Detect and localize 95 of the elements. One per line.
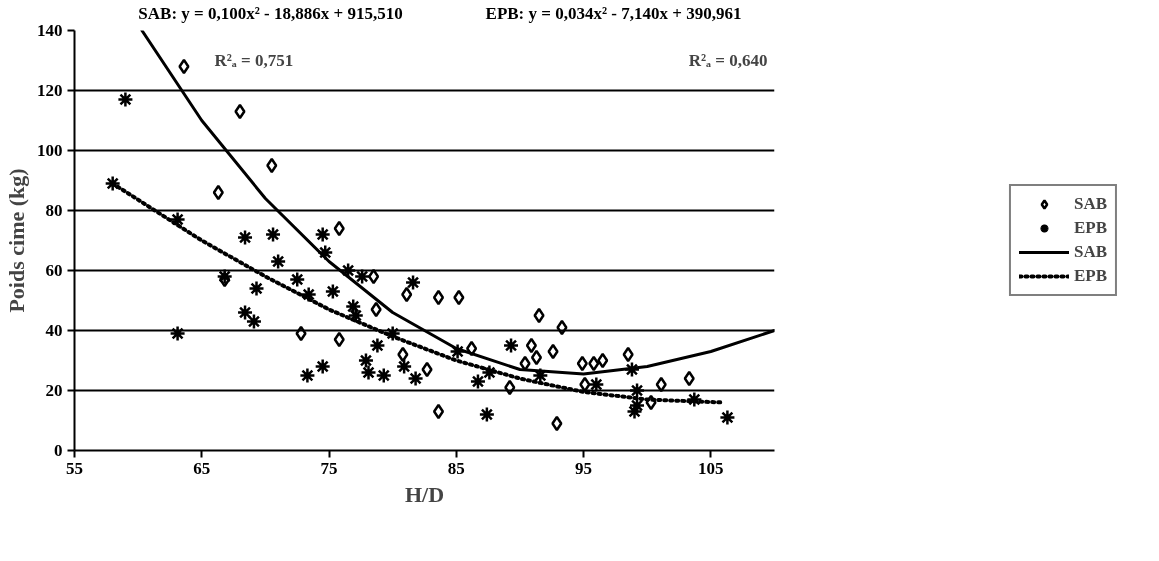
point — [421, 361, 433, 378]
point — [576, 355, 588, 372]
legend-label: EPB — [1073, 218, 1108, 238]
point — [588, 376, 605, 393]
point — [478, 406, 496, 423]
point — [314, 226, 331, 243]
point — [453, 289, 465, 306]
point — [525, 337, 537, 354]
x-tick-label: 75 — [320, 458, 338, 478]
point — [623, 361, 641, 378]
y-tick-label: 80 — [45, 201, 63, 220]
point — [369, 337, 386, 354]
point — [269, 253, 287, 270]
point — [395, 358, 413, 375]
point — [347, 307, 365, 324]
legend-label: SAB — [1073, 194, 1108, 214]
x-tick-label: 55 — [66, 458, 83, 478]
point — [466, 340, 478, 357]
x-tick-label: 105 — [698, 458, 724, 478]
y-tick-label: 140 — [37, 21, 63, 40]
point — [551, 415, 563, 432]
y-tick-label: 40 — [45, 321, 63, 340]
y-tick-label: 60 — [45, 261, 63, 280]
point — [628, 382, 646, 399]
point — [719, 409, 736, 426]
point — [234, 103, 246, 120]
point — [299, 367, 316, 384]
point — [622, 346, 634, 363]
point — [353, 268, 371, 285]
point — [264, 226, 282, 243]
point — [407, 370, 424, 387]
x-tick-label: 85 — [447, 458, 465, 478]
point — [588, 355, 600, 372]
point — [530, 349, 543, 366]
point — [266, 157, 278, 174]
x-axis-title: H/D — [404, 481, 445, 507]
point — [432, 403, 445, 420]
point — [288, 271, 306, 288]
point — [532, 367, 549, 384]
y-tick-label: 100 — [37, 141, 63, 160]
point — [370, 301, 382, 318]
point — [324, 283, 342, 300]
annotation: R²ₐ = 0,640 — [688, 51, 768, 70]
point — [686, 391, 703, 408]
point — [236, 229, 254, 246]
point — [655, 376, 667, 393]
point — [104, 175, 121, 192]
point — [300, 286, 317, 303]
point — [397, 346, 409, 363]
point — [683, 370, 695, 387]
point — [357, 352, 375, 369]
point — [401, 286, 413, 303]
point — [314, 358, 331, 375]
point — [316, 244, 334, 261]
point — [212, 184, 224, 201]
point — [556, 319, 568, 336]
point — [248, 280, 265, 297]
annotation: R²ₐ = 0,751 — [214, 51, 294, 70]
point — [169, 325, 186, 342]
point — [333, 220, 345, 237]
point — [178, 58, 190, 75]
legend-label: EPB — [1073, 266, 1108, 286]
point — [404, 274, 422, 291]
point — [626, 403, 643, 420]
x-tick-label: 65 — [193, 458, 211, 478]
point — [339, 262, 357, 279]
legend-label: SAB — [1073, 242, 1108, 262]
point — [645, 394, 657, 411]
point — [449, 343, 466, 360]
point — [481, 364, 498, 381]
text: SAB: y = 0,100x² - 18,886x + 915,510 — [138, 3, 403, 23]
point — [533, 307, 545, 324]
point — [344, 298, 362, 315]
y-tick-label: 0 — [54, 441, 63, 460]
point — [333, 331, 345, 348]
point — [547, 343, 559, 360]
point — [502, 337, 520, 354]
point — [360, 364, 377, 381]
y-axis-title: Poids cime (kg) — [4, 168, 29, 313]
point — [597, 352, 609, 369]
point — [117, 91, 134, 108]
y-tick-label: 120 — [37, 81, 63, 100]
y-tick-label: 20 — [45, 381, 63, 400]
point — [504, 379, 516, 396]
point — [368, 268, 380, 285]
text: EPB: y = 0,034x² - 7,140x + 390,961 — [485, 3, 742, 23]
x-tick-label: 95 — [575, 458, 593, 478]
point — [169, 211, 186, 228]
point — [245, 313, 263, 330]
point — [469, 373, 487, 390]
point — [579, 376, 591, 393]
point — [236, 304, 254, 321]
point — [432, 289, 445, 306]
point — [295, 325, 307, 342]
point — [375, 367, 393, 384]
